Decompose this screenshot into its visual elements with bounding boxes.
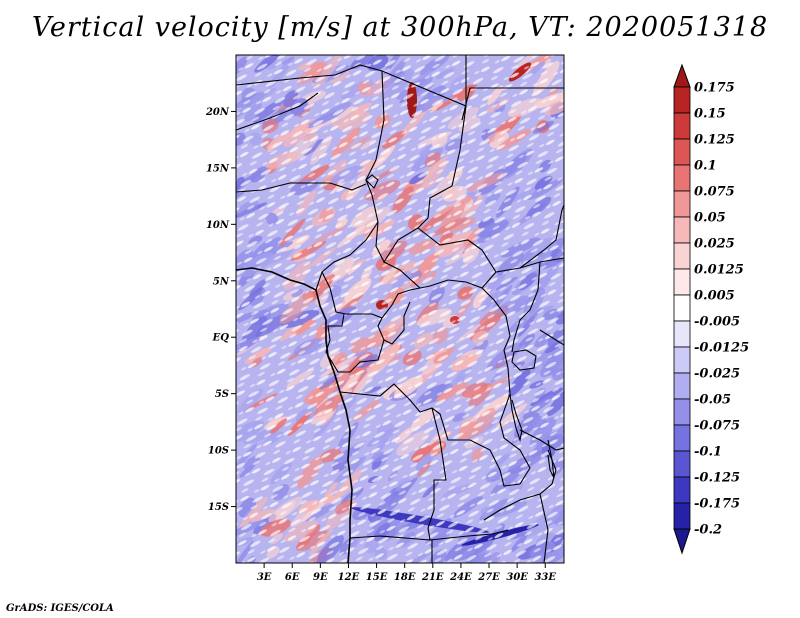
lat-tick-label: EQ xyxy=(212,333,230,344)
field-texture xyxy=(236,55,564,563)
chart-title: Vertical velocity [m/s] at 300hPa, VT: 2… xyxy=(31,12,769,43)
border-chad-west xyxy=(365,70,385,223)
border-kenya-uganda xyxy=(511,261,541,353)
colorbar-label: 0.005 xyxy=(694,289,735,304)
lon-tick-label: 6E xyxy=(285,572,300,583)
colorbar-swatch xyxy=(673,138,691,166)
colorbar-bottom-arrow xyxy=(673,528,691,555)
colorbar-label: -0.005 xyxy=(694,315,740,330)
border-drc-east xyxy=(481,287,531,485)
colorbar-swatch xyxy=(673,112,691,140)
colorbar-label: 0.1 xyxy=(694,159,717,174)
colorbar-swatch xyxy=(673,398,691,426)
lat-tick-label: 10N xyxy=(206,220,230,231)
colorbar-swatch xyxy=(673,86,691,114)
lon-tick-label: 24E xyxy=(449,572,472,583)
border-angola-namibia xyxy=(349,529,509,541)
lake-malawi xyxy=(547,439,555,479)
colorbar-swatch xyxy=(673,190,691,218)
lon-tick-label: 9E xyxy=(313,572,328,583)
colorbar: 0.175 0.15 0.125 0.1 0.075 0.05 0.025 0.0125 0.0… xyxy=(673,63,749,555)
border-sudan-southsudan xyxy=(417,227,564,273)
lat-tick-label: 5S xyxy=(215,389,229,400)
border-tanzania-south xyxy=(519,429,564,451)
border-zimbabwe-moz xyxy=(539,493,549,563)
colorbar-label: -0.05 xyxy=(694,393,731,408)
country-borders xyxy=(236,55,564,563)
border-drc-west xyxy=(383,301,411,345)
lat-tick-label: 15N xyxy=(206,163,230,174)
lake-chad xyxy=(365,174,379,189)
colorbar-swatch xyxy=(673,346,691,374)
border-niger-nigeria xyxy=(236,182,367,193)
border-ethiopia xyxy=(519,204,564,269)
border-nigeria-cameroon xyxy=(315,221,379,291)
lon-tick-label: 21E xyxy=(421,572,444,583)
colorbar-swatch xyxy=(673,216,691,244)
colorbar-swatch xyxy=(673,424,691,452)
colorbar-label: 0.175 xyxy=(694,81,735,96)
border-egypt-sudan xyxy=(461,87,564,121)
colorbar-label: -0.1 xyxy=(694,445,722,460)
lon-tick-label: 30E xyxy=(506,572,528,583)
colorbar-label: 0.15 xyxy=(694,107,726,122)
border-kenya-tanzania xyxy=(539,329,564,346)
lat-tick-label: 5N xyxy=(213,276,230,287)
lon-tick-label: 12E xyxy=(338,572,360,583)
colorbar-label: 0.075 xyxy=(694,185,735,200)
colorbar-swatch xyxy=(673,294,691,322)
border-gabon xyxy=(325,313,385,373)
colorbar-swatch xyxy=(673,242,691,270)
coast-west-africa xyxy=(236,267,353,563)
colorbar-swatch xyxy=(673,320,691,348)
colorbar-label: 0.0125 xyxy=(694,263,744,278)
border-algeria-niger xyxy=(236,92,319,131)
map-frame xyxy=(235,54,565,564)
colorbar-label: 0.125 xyxy=(694,133,735,148)
latitude-axis: 20N 15N 10N 5N EQ 5S 10S 15S xyxy=(205,107,236,513)
lake-tanganyika xyxy=(509,393,523,443)
colorbar-swatch xyxy=(673,164,691,192)
colorbar-swatch xyxy=(673,476,691,504)
colorbar-top-arrow xyxy=(673,63,691,88)
colorbar-label: -0.125 xyxy=(694,471,740,486)
colorbar-label: -0.175 xyxy=(694,497,740,512)
lat-tick-label: 15S xyxy=(208,502,229,513)
border-car-south xyxy=(383,261,497,289)
border-car-north xyxy=(375,221,399,264)
lat-tick-label: 10S xyxy=(208,446,229,457)
wind-field xyxy=(236,55,564,563)
lake-victoria xyxy=(511,349,537,371)
colorbar-label: -0.025 xyxy=(694,367,740,382)
colorbar-swatch xyxy=(673,268,691,296)
coastline xyxy=(236,267,353,563)
longitude-axis: 3E 6E 9E 12E 15E 18E 21E 24E 27E 30E 33E xyxy=(257,563,556,583)
colorbar-swatch xyxy=(673,372,691,400)
lon-tick-label: 15E xyxy=(366,572,388,583)
colorbar-label: -0.075 xyxy=(694,419,740,434)
border-cameroon-congo xyxy=(321,271,421,319)
lon-tick-label: 33E xyxy=(534,572,556,583)
lon-tick-label: 3E xyxy=(257,572,272,583)
grads-credit: GrADS: IGES/COLA xyxy=(6,603,114,614)
border-drc-south xyxy=(339,383,521,487)
colorbar-swatch xyxy=(673,502,691,530)
colorbar-swatch xyxy=(673,450,691,478)
colorbar-label: -0.0125 xyxy=(694,341,749,356)
lat-tick-label: 20N xyxy=(205,107,230,118)
colorbar-label: -0.2 xyxy=(694,523,722,538)
colorbar-label: 0.025 xyxy=(694,237,735,252)
border-angola-east xyxy=(427,407,447,541)
lon-tick-label: 18E xyxy=(394,572,416,583)
colorbar-label: 0.05 xyxy=(694,211,726,226)
lon-tick-label: 27E xyxy=(477,572,500,583)
